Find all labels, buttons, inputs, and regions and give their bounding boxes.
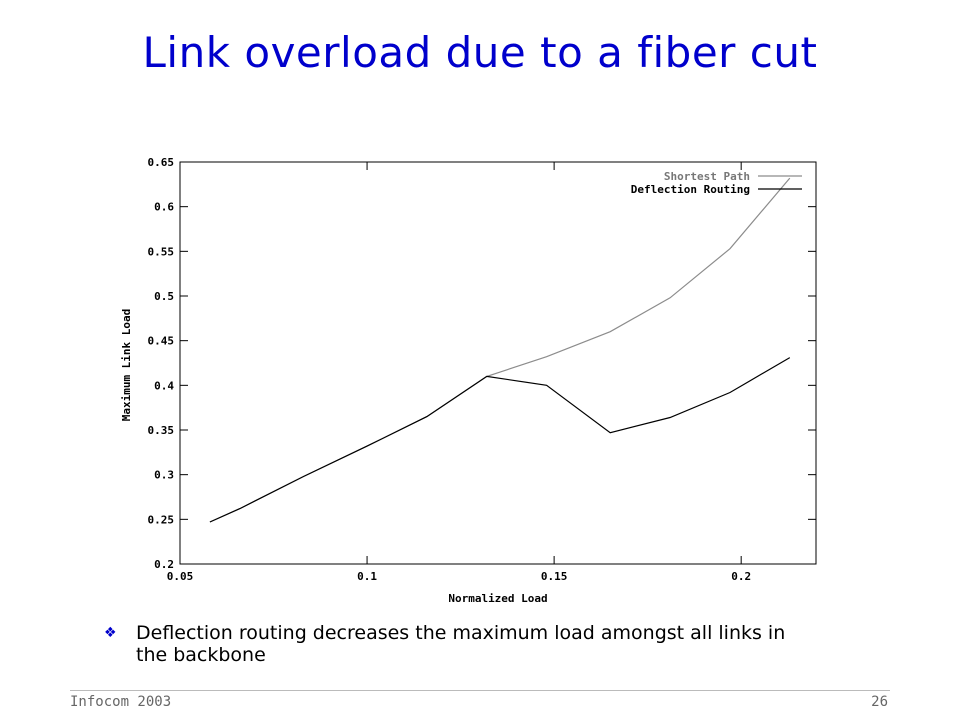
y-tick-label: 0.4 [154,379,174,392]
legend-label: Shortest Path [664,170,750,183]
y-tick-label: 0.35 [148,424,175,437]
slide-title: Link overload due to a fiber cut [142,28,818,77]
series-layer [209,177,791,523]
y-tick-label: 0.45 [148,335,175,348]
x-tick-label: 0.2 [731,570,751,583]
y-tick-label: 0.25 [148,513,175,526]
x-tick-label: 0.05 [167,570,194,583]
footer-divider [70,690,890,691]
x-tick-label: 0.1 [357,570,377,583]
x-axis-label: Normalized Load [448,592,547,605]
footer-conference: Infocom 2003 [70,694,172,710]
y-axis-label: Maximum Link Load [120,309,133,422]
bullet-text: Deflection routing decreases the maximum… [136,622,786,666]
plot-frame [179,161,817,565]
y-tick-label: 0.3 [154,469,174,482]
y-tick-label: 0.55 [148,245,175,258]
series-line-deflection-routing [209,357,791,523]
legend-label: Deflection Routing [631,183,750,196]
y-tick-label: 0.5 [154,290,174,303]
y-tick-label: 0.65 [148,156,175,169]
plot-area [179,161,817,565]
x-axis: 0.05 0.1 0.15 0.2 [167,162,751,583]
diamond-bullet-icon: ❖ [104,625,117,641]
x-tick-label: 0.15 [541,570,568,583]
bullet-item: ❖ Deflection routing decreases the maxim… [104,622,824,666]
line-chart: 0.2 0.25 0.3 0.35 0.4 0.45 0.5 0.55 0.6 0.65 0.05… [120,156,817,605]
y-axis: 0.2 0.25 0.3 0.35 0.4 0.45 0.5 0.55 0.6 0.65 [148,156,816,571]
y-tick-label: 0.2 [154,558,174,571]
y-tick-label: 0.6 [154,201,174,214]
footer-page-number: 26 [871,694,888,710]
series-line-shortest-path [209,177,791,523]
